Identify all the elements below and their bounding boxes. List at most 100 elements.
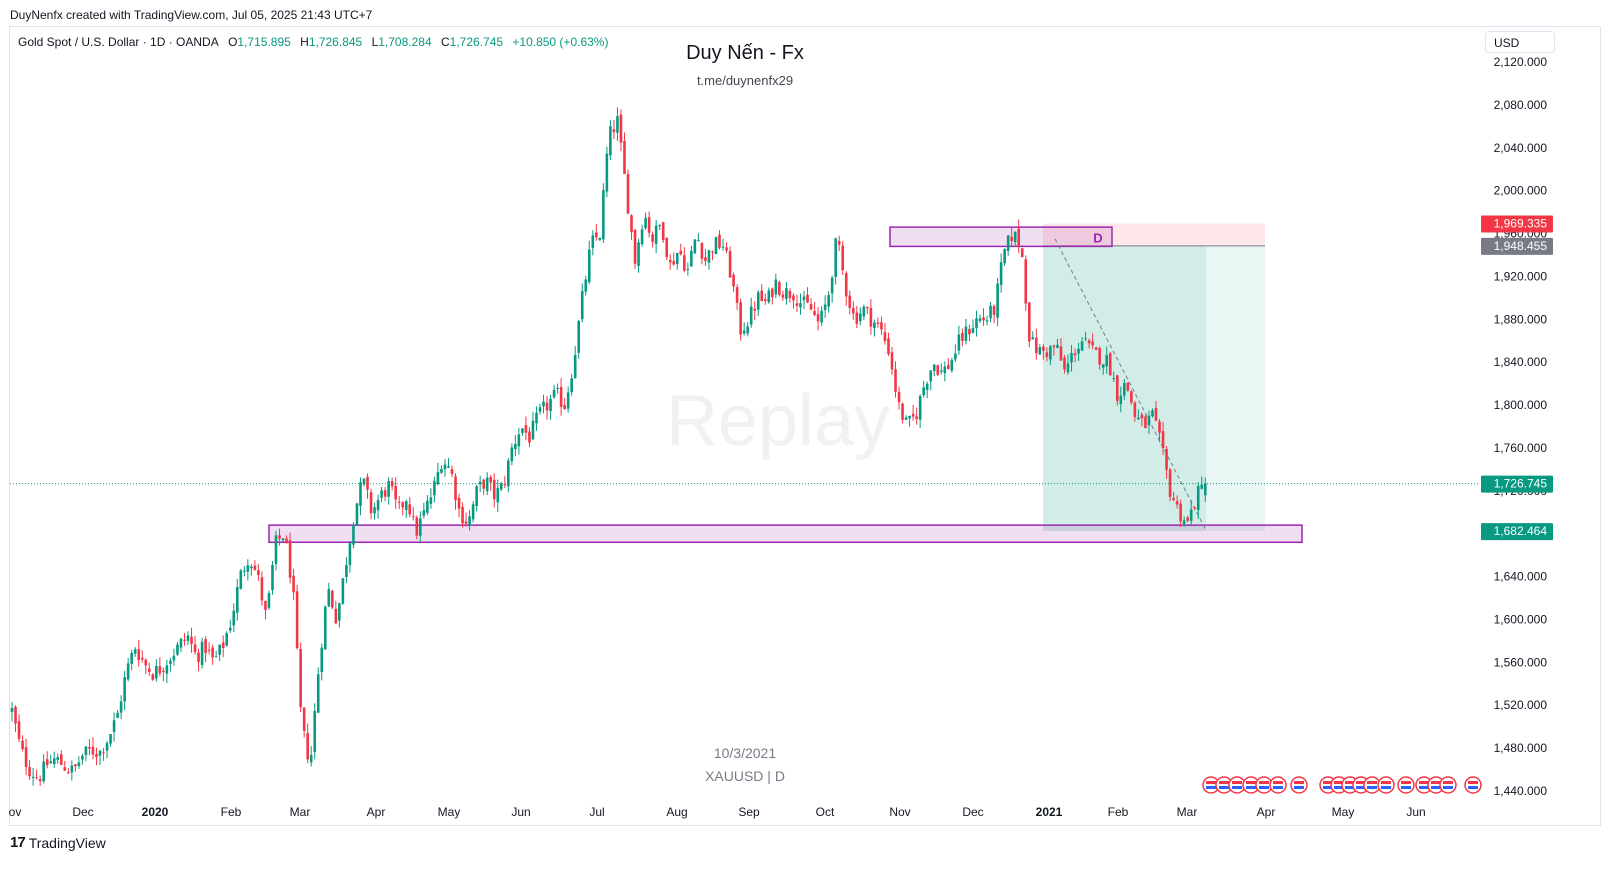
candle: [978, 314, 982, 323]
candle: [887, 332, 890, 357]
candle-body: [929, 370, 933, 382]
candle: [105, 740, 109, 759]
legend-symbol: Gold Spot / U.S. Dollar · 1D · OANDA: [18, 35, 219, 49]
candle-body: [732, 274, 735, 287]
candle-body: [397, 501, 401, 503]
candle: [433, 476, 436, 503]
candle-body: [735, 287, 739, 303]
currency-selector[interactable]: USD: [1485, 31, 1555, 53]
candle-body: [968, 328, 971, 335]
us-event-flag-stripe: [1419, 786, 1429, 789]
tradingview-logo-icon: 17: [10, 834, 26, 851]
candle: [573, 346, 577, 379]
candle: [471, 501, 475, 523]
candle-body: [792, 295, 795, 301]
us-event-flag-stripe: [1219, 781, 1229, 784]
candle: [155, 659, 158, 682]
candle: [274, 530, 278, 571]
candle-body: [1045, 352, 1049, 357]
candle-body: [228, 627, 232, 631]
candle-body: [675, 253, 679, 264]
us-event-flag-stripe: [1294, 781, 1304, 784]
us-event-flag-stripe: [1345, 781, 1355, 784]
candle-body: [383, 490, 387, 497]
candle-body: [464, 521, 468, 524]
candle-body: [746, 326, 749, 334]
candle-body: [67, 772, 70, 774]
y-tick-label: 1,520.000: [1494, 698, 1548, 712]
candle: [675, 252, 679, 270]
candle-body: [1130, 391, 1133, 403]
candle: [24, 738, 28, 776]
candle-body: [753, 308, 757, 311]
candle-body: [1175, 501, 1179, 505]
candle: [447, 457, 450, 468]
candle-body: [876, 322, 880, 324]
candle-body: [1035, 337, 1038, 354]
trend-line: [1054, 238, 1206, 529]
candle-body: [686, 268, 690, 270]
candle-body: [172, 655, 176, 661]
candle-body: [221, 642, 225, 649]
candle-body: [834, 238, 837, 277]
candle-body: [485, 477, 489, 492]
candle: [397, 496, 401, 510]
candle: [989, 301, 992, 323]
candle-body: [566, 392, 570, 409]
candle-body: [1020, 248, 1024, 257]
candle-body: [1203, 483, 1207, 496]
candle-body: [355, 503, 359, 526]
ohlc-legend: Gold Spot / U.S. Dollar · 1D · OANDA O1,…: [18, 35, 608, 49]
candle: [1066, 354, 1070, 375]
candle: [1070, 345, 1073, 372]
candle: [84, 746, 88, 762]
candle-body: [679, 250, 683, 255]
candle-body: [626, 174, 630, 214]
candle: [359, 477, 362, 516]
candle: [246, 559, 250, 581]
candle: [165, 659, 169, 683]
candle-body: [820, 310, 823, 323]
candle: [961, 328, 964, 347]
candle-body: [862, 306, 866, 317]
us-event-flag-stripe: [1356, 781, 1366, 784]
candle: [686, 262, 690, 276]
candle-body: [869, 307, 873, 327]
candle-body: [774, 279, 778, 295]
us-event-flag-icon: [1242, 776, 1260, 794]
candle: [1186, 515, 1189, 523]
candle-body: [700, 242, 704, 259]
candle-body: [1151, 410, 1154, 417]
candle-body: [457, 497, 461, 509]
candle-body: [823, 304, 827, 311]
candle: [1158, 418, 1161, 443]
candle: [1098, 346, 1101, 370]
candle-body: [890, 352, 894, 370]
candle: [566, 386, 570, 413]
candle: [1006, 234, 1010, 256]
candle-body: [1144, 416, 1147, 429]
candle: [197, 648, 200, 672]
candle: [204, 636, 207, 663]
candle: [932, 364, 936, 377]
candle-body: [492, 479, 496, 500]
candle-body: [1108, 353, 1112, 376]
candle-body: [271, 564, 274, 591]
candle-body: [440, 468, 443, 473]
candle: [545, 395, 549, 420]
candle: [45, 751, 49, 769]
candle-body: [1087, 340, 1091, 344]
candle: [450, 465, 454, 478]
candle-body: [668, 259, 672, 263]
candle: [915, 407, 918, 425]
candle: [218, 644, 221, 662]
candle: [1168, 467, 1172, 502]
candle-body: [1172, 498, 1175, 501]
candle-body: [155, 666, 158, 679]
candle: [975, 310, 978, 337]
candle: [158, 657, 162, 677]
candle: [232, 603, 236, 633]
candle: [88, 739, 91, 756]
candle: [700, 242, 704, 265]
